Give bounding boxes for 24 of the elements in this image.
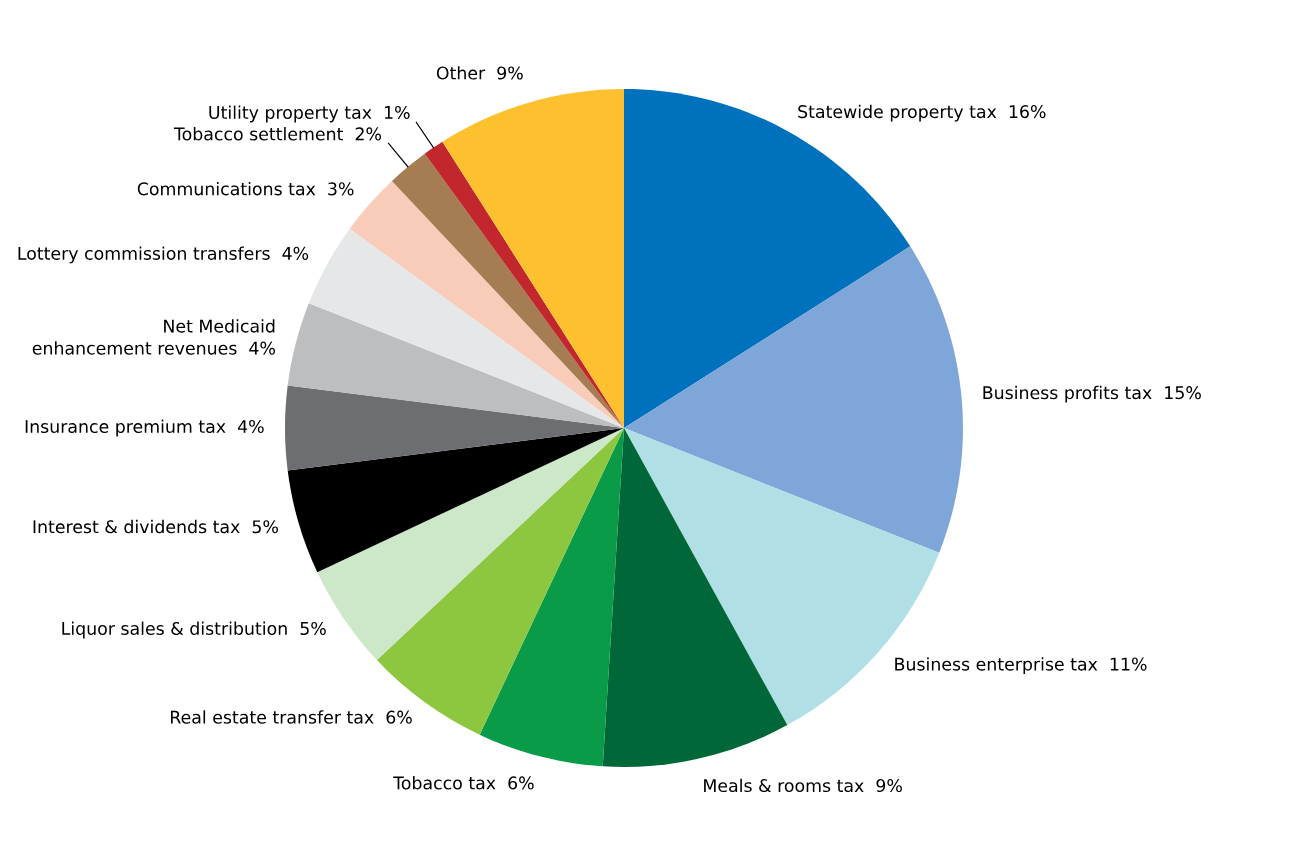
pie-slice [624,246,963,553]
pie-slice [479,428,624,767]
slice-label: Interest & dividends tax 5% [33,519,278,534]
slice-label: Real estate transfer tax 6% [170,710,412,724]
pie-slice [442,89,624,428]
pie-slice [424,141,624,428]
slice-label: Communications tax 3% [137,181,354,196]
slice-label: Other 9% [436,66,523,80]
slice-label: Meals & rooms tax 9% [704,778,902,793]
slice-label: Tobacco tax 6% [393,776,534,790]
pie-slice [308,228,624,428]
pie-slice [602,428,788,767]
slice-label: Lottery commission transfers 4% [18,246,309,264]
slice-label: Business enterprise tax 11% [895,657,1147,675]
pie-slice [287,428,624,573]
pie-slice [376,428,624,735]
slice-label: Tobacco settlement 2% [173,127,382,141]
slice-label: Utility property tax 1% [209,105,410,123]
slice-label: Insurance premium tax 4% [25,419,264,437]
slice-label: Net Medicaid enhancement revenues 4% [32,319,275,355]
pie-slice [287,303,624,428]
slice-label: Statewide property tax 16% [798,104,1046,122]
slice-label: Liquor sales & distribution 5% [62,621,326,639]
slice-label: Business profits tax 15% [983,385,1201,403]
